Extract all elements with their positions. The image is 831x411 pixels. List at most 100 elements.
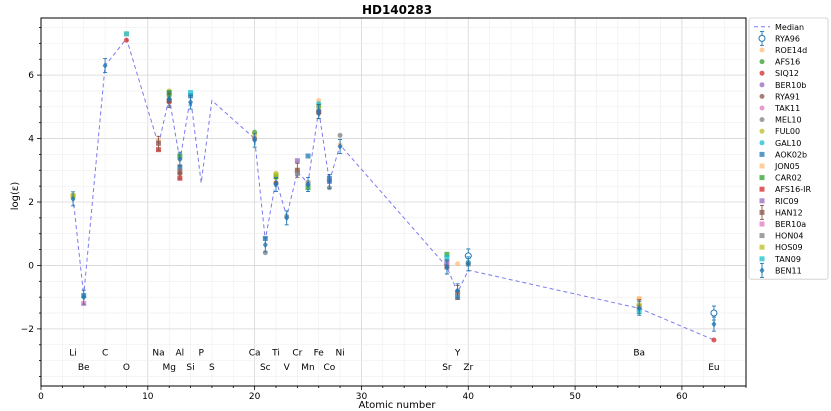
data-point [305, 177, 311, 193]
legend-label-tak11: TAK11 [774, 104, 800, 113]
element-label-c: C [102, 349, 108, 359]
marker-shape [294, 158, 300, 164]
data-point [636, 300, 642, 316]
legend-swatch-siq12 [759, 70, 765, 76]
data-point [711, 316, 717, 332]
marker-shape [758, 34, 766, 42]
legend-label-ben11: BEN11 [775, 266, 802, 275]
marker-shape [123, 37, 129, 43]
legend-label-car02: CAR02 [775, 174, 802, 183]
data-point [444, 259, 450, 275]
marker-shape [337, 132, 343, 138]
legend-label-hos09: HOS09 [775, 243, 803, 252]
legend-swatch-ben11 [759, 262, 765, 278]
element-label-eu: Eu [708, 363, 719, 373]
marker-shape [444, 263, 450, 271]
y-tick-label: 6 [28, 71, 34, 81]
marker-shape [316, 108, 322, 115]
legend: Median RYA96 ROE14d AFS16 SIQ12 BER10b RYA91 TA… [748, 17, 829, 280]
marker-shape [70, 195, 76, 203]
y-tick-label: −2 [21, 325, 34, 335]
grid [41, 18, 746, 386]
marker-shape [759, 117, 765, 123]
element-label-ti: Ti [271, 349, 280, 359]
data-point [337, 132, 343, 138]
element-label-al: Al [176, 349, 185, 359]
legend-swatch-mel10 [759, 117, 765, 123]
legend-swatch-car02 [759, 175, 765, 181]
data-points [70, 31, 718, 343]
marker-shape [252, 136, 258, 144]
series-car02 [166, 90, 450, 257]
marker-shape [759, 140, 765, 146]
x-tick-label: 50 [569, 392, 581, 402]
marker-shape [636, 296, 642, 302]
marker-shape [759, 105, 765, 111]
marker-shape [455, 287, 461, 295]
marker-shape [759, 209, 765, 215]
element-label-y: Y [454, 349, 461, 359]
legend-swatch-afs16-ir [759, 186, 765, 192]
marker-shape [156, 140, 161, 146]
legend-label-ful00: FUL00 [775, 127, 800, 136]
marker-shape [177, 155, 183, 163]
element-label-fe: Fe [314, 349, 325, 359]
legend-label-tan09: TAN09 [774, 255, 801, 264]
element-label-p: P [199, 349, 205, 359]
axis-ticks: 0 10 20 30 40 50 60 −2 0 2 4 6 [21, 27, 747, 402]
element-label-si: Si [186, 363, 194, 373]
data-point [305, 153, 311, 159]
x-tick-label: 20 [249, 392, 261, 402]
x-tick-label: 10 [142, 392, 154, 402]
marker-shape [166, 95, 172, 103]
data-point [444, 255, 450, 261]
legend-median-label: Median [775, 23, 804, 32]
marker-shape [188, 98, 194, 106]
legend-swatch-aok02b [759, 151, 765, 157]
marker-shape [123, 31, 129, 37]
data-point [294, 170, 300, 176]
marker-shape [759, 93, 765, 99]
marker-shape [759, 233, 765, 239]
legend-swatch-hon04 [759, 233, 765, 239]
series-hos09 [70, 172, 642, 308]
marker-shape [759, 59, 765, 65]
data-point [123, 37, 129, 43]
marker-shape [337, 143, 343, 150]
legend-swatch-hos09 [759, 244, 765, 250]
data-point [465, 256, 471, 272]
element-label-zr: Zr [463, 363, 473, 373]
marker-shape [759, 186, 765, 192]
x-tick-label: 60 [676, 392, 688, 402]
legend-label-ber10b: BER10b [775, 81, 806, 90]
series-ric09 [294, 158, 450, 265]
legend-label-ber10a: BER10a [775, 220, 806, 229]
data-point [81, 289, 87, 305]
legend-label-jon05: JON05 [774, 162, 800, 171]
data-point [316, 104, 322, 120]
marker-shape [710, 309, 718, 317]
marker-shape [284, 214, 290, 222]
marker-shape [305, 153, 311, 159]
element-label-mn: Mn [301, 363, 314, 373]
marker-shape [177, 169, 183, 175]
legend-label-afs16-ir: AFS16-IR [775, 185, 811, 194]
median-line [72, 37, 715, 341]
x-tick-label: 0 [38, 392, 44, 402]
data-point [123, 31, 129, 37]
series-aok02b [81, 93, 461, 300]
marker-shape [444, 255, 450, 261]
x-tick-label: 40 [463, 392, 475, 402]
marker-shape [759, 267, 765, 274]
y-tick-label: 0 [28, 261, 34, 271]
legend-label-rya96: RYA96 [775, 34, 800, 43]
element-label-cr: Cr [292, 349, 302, 359]
legend-swatch-afs16 [759, 59, 765, 65]
element-label-s: S [209, 363, 215, 373]
data-point [177, 151, 183, 167]
marker-shape [326, 178, 332, 185]
x-axis-label: Atomic number [359, 400, 437, 411]
legend-label-siq12: SIQ12 [775, 69, 799, 78]
series-roe14d [70, 91, 642, 302]
